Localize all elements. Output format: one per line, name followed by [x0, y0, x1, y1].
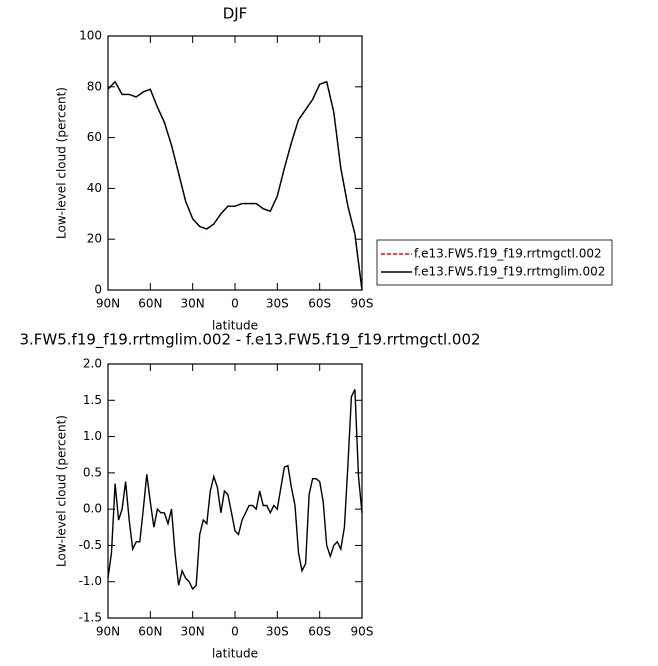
y-tick-label: 0 — [94, 283, 102, 297]
x-axis-label: latitude — [212, 647, 258, 661]
x-tick-label: 90N — [96, 625, 120, 639]
y-tick-label: 2.0 — [83, 357, 102, 371]
y-tick-label: -0.5 — [79, 538, 102, 552]
y-tick-label: 1.0 — [83, 429, 102, 443]
x-tick-label: 0 — [231, 297, 239, 311]
y-tick-label: 40 — [87, 181, 102, 195]
legend-label: f.e13.FW5.f19_f19.rrtmgctl.002 — [414, 247, 602, 261]
x-tick-label: 90S — [351, 625, 374, 639]
plot-frame — [107, 363, 363, 619]
y-axis-label: Low-level cloud (percent) — [55, 415, 69, 567]
y-tick-label: -1.0 — [79, 574, 102, 588]
x-tick-label: 60S — [308, 625, 331, 639]
x-tick-label: 90N — [96, 297, 120, 311]
y-tick-label: 1.5 — [83, 393, 102, 407]
chart-title: 3.FW5.f19_f19.rrtmglim.002 - f.e13.FW5.f… — [19, 331, 480, 350]
x-tick-label: 30S — [266, 297, 289, 311]
y-tick-label: 80 — [87, 79, 102, 93]
data-line — [107, 389, 363, 591]
y-tick-label: -1.5 — [79, 611, 102, 625]
y-axis-label: Low-level cloud (percent) — [55, 87, 69, 239]
x-tick-label: 30N — [181, 297, 205, 311]
x-tick-label: 0 — [231, 625, 239, 639]
data-line — [107, 80, 363, 291]
x-axis-label: latitude — [212, 319, 258, 333]
legend-box — [376, 239, 613, 286]
y-tick-label: 60 — [87, 130, 102, 144]
x-tick-label: 60S — [308, 297, 331, 311]
data-line — [107, 80, 363, 291]
x-tick-label: 30S — [266, 625, 289, 639]
x-tick-label: 60N — [138, 625, 162, 639]
x-tick-label: 60N — [138, 297, 162, 311]
chart-title: DJF — [223, 5, 248, 23]
x-tick-label: 30N — [181, 625, 205, 639]
y-tick-label: 0.0 — [83, 502, 102, 516]
y-tick-label: 20 — [87, 232, 102, 246]
plot-frame — [107, 35, 363, 291]
legend-label: f.e13.FW5.f19_f19.rrtmglim.002 — [414, 265, 605, 279]
x-tick-label: 90S — [351, 297, 374, 311]
y-tick-label: 0.5 — [83, 465, 102, 479]
y-tick-label: 100 — [79, 29, 102, 43]
